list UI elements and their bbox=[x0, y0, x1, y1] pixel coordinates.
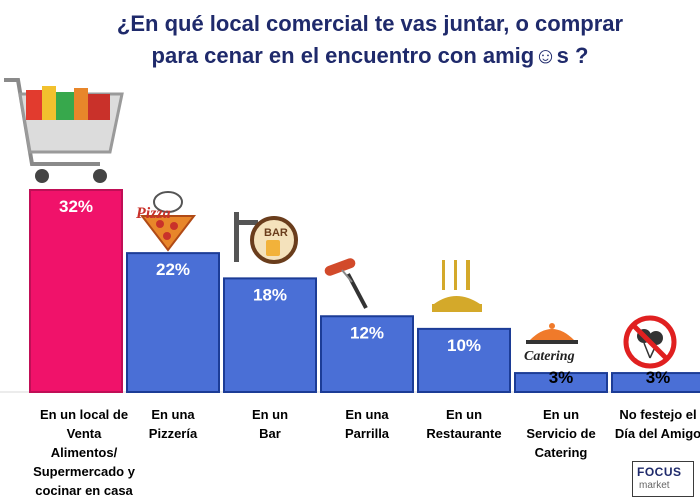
category-label-2: En una Pizzería bbox=[148, 407, 198, 441]
bar-sign-icon: BAR bbox=[234, 212, 298, 264]
category-label-6: En un Servicio de Catering bbox=[526, 407, 596, 460]
svg-text:Pizza: Pizza bbox=[135, 205, 171, 222]
shopping-cart-icon bbox=[4, 78, 124, 183]
bar-value-label-5: 10% bbox=[447, 336, 481, 355]
bar-value-label-3: 18% bbox=[253, 285, 287, 304]
logo-line-1: FOCUS bbox=[637, 465, 682, 479]
focus-market-logo: FOCUS market bbox=[632, 461, 694, 497]
logo-line-2: market bbox=[639, 480, 670, 491]
bar-4 bbox=[320, 315, 414, 393]
bar-value-label-6: 3% bbox=[549, 368, 574, 387]
bar-7 bbox=[611, 372, 700, 393]
chart-title: ¿En qué local comercial te vas juntar, o… bbox=[40, 8, 700, 72]
pizza-icon: Pizza bbox=[135, 191, 197, 252]
sausage-fork-icon bbox=[324, 258, 368, 309]
svg-text:BAR: BAR bbox=[264, 227, 288, 239]
bar-6 bbox=[514, 372, 608, 393]
bar-5 bbox=[417, 327, 511, 393]
chart-title-line-2: para cenar en el encuentro con amig☺s ? bbox=[151, 43, 589, 68]
bar-1 bbox=[29, 189, 123, 393]
cutlery-icon bbox=[432, 260, 482, 312]
bar-value-label-2: 22% bbox=[156, 260, 190, 279]
bar-2 bbox=[126, 252, 220, 393]
category-label-3: En un Bar bbox=[251, 407, 289, 441]
category-label-1: En un local de Venta Alimentos/ Supermer… bbox=[33, 407, 135, 498]
bar-value-label-7: 3% bbox=[646, 368, 671, 387]
bar-3 bbox=[223, 277, 317, 393]
bar-value-label-4: 12% bbox=[350, 323, 384, 342]
category-label-4: En una Parrilla bbox=[344, 407, 390, 441]
svg-text:Catering: Catering bbox=[524, 349, 575, 364]
chart-title-line-1: ¿En qué local comercial te vas juntar, o… bbox=[116, 11, 624, 36]
bar-value-label-1: 32% bbox=[59, 197, 93, 216]
no-balloons-icon bbox=[623, 315, 677, 369]
category-label-7: No festejo el Día del Amigo bbox=[614, 407, 700, 441]
category-label-5: En un Restaurante bbox=[426, 407, 502, 441]
catering-cloche-icon: Catering bbox=[524, 323, 578, 364]
